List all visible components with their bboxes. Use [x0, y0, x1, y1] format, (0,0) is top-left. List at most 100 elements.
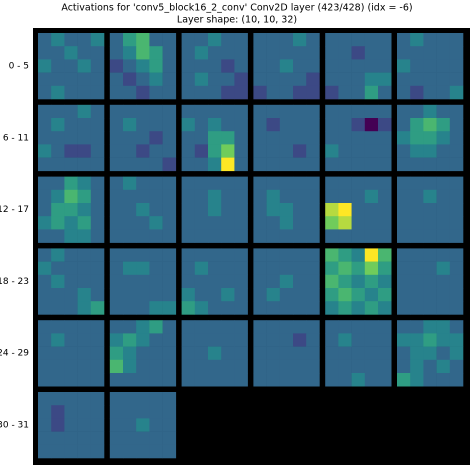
- heatmap-cell: [194, 229, 209, 243]
- heatmap-cell: [306, 176, 320, 191]
- heatmap-cell: [149, 444, 163, 459]
- heatmap-cell: [38, 274, 52, 289]
- heatmap-cell: [208, 229, 222, 243]
- heatmap-cell: [364, 189, 379, 204]
- grid-background: [33, 28, 470, 465]
- heatmap-cell: [64, 104, 78, 119]
- heatmap-cell: [306, 216, 320, 230]
- heatmap-cell: [397, 189, 411, 204]
- heatmap-cell: [51, 274, 65, 289]
- heatmap-cell: [149, 373, 163, 387]
- heatmap-cell: [449, 301, 464, 315]
- heatmap-cell: [109, 288, 124, 302]
- heatmap-cell: [397, 176, 411, 191]
- heatmap-cell: [149, 72, 163, 87]
- heatmap-cell: [149, 189, 163, 204]
- heatmap-cell: [378, 157, 392, 172]
- heatmap-cell: [410, 248, 424, 262]
- heatmap-cell: [351, 144, 366, 158]
- heatmap-cell: [293, 248, 307, 262]
- heatmap-cell: [136, 359, 150, 374]
- heatmap-cell: [51, 229, 65, 243]
- heatmap-cell: [38, 131, 52, 145]
- heatmap-cell: [397, 104, 411, 119]
- heatmap-cell: [306, 229, 320, 243]
- heatmap-cell: [123, 444, 137, 459]
- heatmap-cell: [208, 59, 222, 73]
- heatmap-cell: [325, 144, 339, 158]
- heatmap-cell: [436, 320, 451, 334]
- heatmap-cell: [234, 189, 248, 204]
- heatmap-cell: [123, 405, 137, 419]
- heatmap-cell: [194, 301, 209, 315]
- heatmap-cell: [38, 118, 52, 132]
- heatmap-cell: [162, 216, 177, 230]
- heatmap-cell: [253, 216, 267, 230]
- heatmap-cell: [109, 104, 124, 119]
- heatmap-cell: [266, 261, 281, 276]
- heatmap-cell: [436, 373, 451, 387]
- heatmap-cell: [423, 373, 437, 387]
- heatmap-cell: [38, 144, 52, 158]
- heatmap-cell: [293, 144, 307, 158]
- heatmap-cell: [149, 320, 163, 334]
- heatmap-cell: [221, 131, 235, 145]
- heatmap-cell: [51, 33, 65, 47]
- heatmap-cell: [162, 104, 177, 119]
- heatmap-cell: [397, 320, 411, 334]
- heatmap-cell: [449, 216, 464, 230]
- heatmap-cell: [338, 72, 352, 87]
- heatmap-cell: [279, 33, 294, 47]
- heatmap-cell: [306, 288, 320, 302]
- heatmap-cell: [279, 248, 294, 262]
- heatmap-cell: [90, 248, 105, 262]
- heatmap-cell: [149, 46, 163, 60]
- heatmap-cell: [51, 144, 65, 158]
- heatmap-cell: [221, 288, 235, 302]
- heatmap-cell: [364, 144, 379, 158]
- heatmap-cell: [38, 189, 52, 204]
- heatmap-cell: [194, 72, 209, 87]
- heatmap-cell: [77, 261, 92, 276]
- heatmap-cell: [136, 288, 150, 302]
- heatmap-cell: [234, 176, 248, 191]
- heatmap-cell: [449, 144, 464, 158]
- heatmap-cell: [378, 144, 392, 158]
- heatmap-cell: [51, 431, 65, 446]
- heatmap-cell: [279, 46, 294, 60]
- heatmap-cell: [234, 72, 248, 87]
- heatmap-cell: [123, 301, 137, 315]
- heatmap-cell: [436, 33, 451, 47]
- heatmap-cell: [77, 203, 92, 217]
- heatmap-cell: [364, 301, 379, 315]
- heatmap-cell: [194, 59, 209, 73]
- heatmap-cell: [436, 301, 451, 315]
- heatmap-cell: [397, 131, 411, 145]
- heatmap-cell: [77, 229, 92, 243]
- heatmap-cell: [423, 359, 437, 374]
- heatmap-cell: [423, 346, 437, 361]
- heatmap-cell: [436, 288, 451, 302]
- heatmap-cell: [51, 346, 65, 361]
- heatmap-cell: [77, 157, 92, 172]
- heatmap-cell: [123, 104, 137, 119]
- heatmap-cell: [378, 216, 392, 230]
- heatmap-cell: [293, 46, 307, 60]
- heatmap-cell: [208, 274, 222, 289]
- heatmap-cell: [279, 346, 294, 361]
- heatmap-cell: [64, 274, 78, 289]
- heatmap-cell: [423, 274, 437, 289]
- heatmap-cell: [410, 333, 424, 347]
- heatmap-cell: [109, 274, 124, 289]
- heatmap-cell: [208, 144, 222, 158]
- heatmap-cell: [234, 320, 248, 334]
- heatmap-cell: [436, 59, 451, 73]
- heatmap-cell: [397, 274, 411, 289]
- heatmap-cell: [325, 131, 339, 145]
- heatmap-cell: [436, 72, 451, 87]
- heatmap-cell: [208, 118, 222, 132]
- heatmap-cell: [253, 85, 267, 100]
- heatmap-cell: [266, 229, 281, 243]
- heatmap-cell: [181, 144, 196, 158]
- heatmap-cell: [221, 346, 235, 361]
